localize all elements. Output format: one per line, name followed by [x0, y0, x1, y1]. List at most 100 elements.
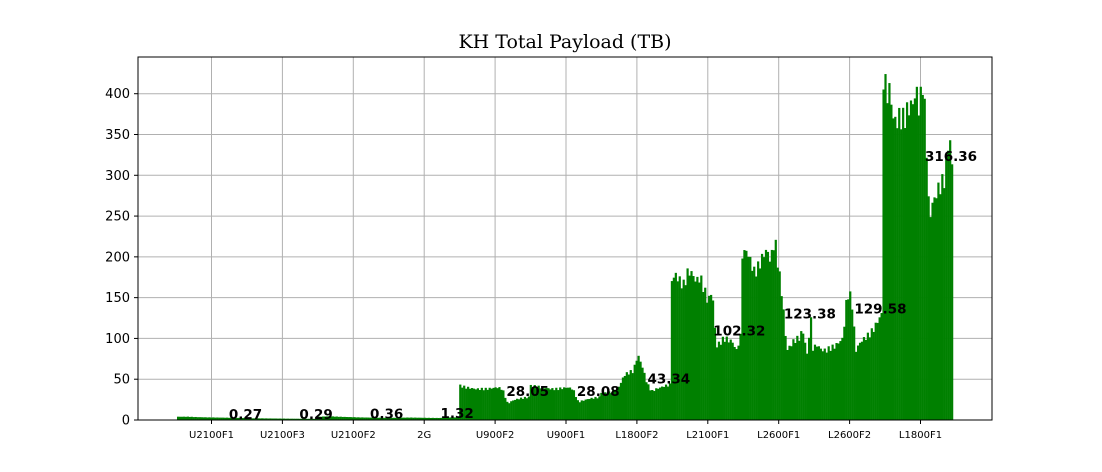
bar — [664, 384, 668, 420]
bar — [856, 345, 860, 420]
bar — [637, 355, 640, 420]
bar — [555, 387, 558, 420]
bar — [615, 387, 619, 420]
bar — [506, 401, 509, 420]
bar — [576, 400, 579, 420]
bar — [659, 387, 662, 420]
y-tick-label: 250 — [105, 210, 130, 225]
bar — [333, 416, 336, 420]
bar — [711, 300, 715, 420]
bar — [749, 256, 752, 420]
bar — [639, 361, 642, 420]
x-tick-label: U2100F1 — [189, 430, 234, 441]
bar — [559, 387, 562, 420]
bar — [594, 396, 597, 420]
bar — [243, 417, 246, 420]
x-tick-label: L1800F1 — [899, 430, 942, 441]
bar — [231, 417, 235, 420]
bar — [710, 294, 713, 420]
bar — [504, 397, 507, 420]
bar — [841, 337, 844, 420]
bar — [811, 350, 815, 420]
bar — [529, 384, 532, 420]
bar — [480, 387, 483, 420]
bar — [839, 341, 842, 420]
bar — [196, 417, 199, 420]
bar — [390, 417, 393, 420]
bar — [949, 140, 952, 421]
bar — [602, 393, 605, 420]
bar — [394, 417, 397, 420]
data-label: 1.32 — [441, 406, 474, 422]
bar — [886, 103, 889, 420]
bar — [465, 388, 468, 420]
bar — [227, 417, 231, 420]
bar — [374, 417, 378, 420]
bar — [762, 257, 766, 420]
bar — [378, 417, 382, 420]
bar — [690, 271, 693, 420]
bar — [721, 336, 724, 420]
bar — [802, 333, 805, 420]
bar — [774, 239, 777, 420]
bar — [735, 349, 738, 420]
bar — [527, 396, 530, 420]
bar — [419, 417, 423, 420]
bar — [829, 350, 832, 420]
bar — [565, 387, 568, 420]
bar — [608, 391, 611, 420]
bar — [537, 385, 540, 420]
bar — [757, 261, 760, 420]
data-label: 0.27 — [229, 407, 262, 423]
bar — [200, 417, 203, 420]
bar — [596, 398, 599, 420]
bar — [864, 339, 868, 420]
bar — [935, 198, 938, 420]
bar — [670, 281, 674, 420]
bar — [531, 387, 534, 420]
bar — [621, 377, 625, 420]
bar — [574, 397, 578, 420]
bar — [764, 249, 768, 420]
bar — [194, 416, 197, 420]
bar — [704, 287, 707, 420]
x-tick-label: 2G — [417, 430, 431, 441]
bar — [335, 416, 338, 420]
bar — [343, 416, 346, 420]
bar — [402, 417, 405, 420]
bar — [933, 197, 936, 420]
bar — [457, 417, 460, 420]
bar — [874, 322, 877, 420]
bar — [776, 267, 779, 420]
bar — [819, 348, 822, 420]
bar — [273, 418, 276, 420]
bar — [416, 417, 419, 420]
bar — [606, 393, 609, 420]
bar — [858, 342, 862, 420]
bar — [698, 282, 701, 420]
y-tick-label: 50 — [113, 373, 130, 388]
bar — [884, 74, 887, 421]
bar — [619, 382, 623, 420]
bar — [825, 352, 828, 420]
bar — [488, 387, 491, 420]
bar — [760, 253, 764, 420]
bar — [551, 388, 554, 420]
bar — [804, 342, 807, 420]
bar — [913, 98, 917, 420]
bar — [510, 401, 513, 420]
bar — [770, 249, 773, 420]
bar — [251, 418, 254, 420]
bar — [386, 417, 389, 420]
bar — [265, 418, 268, 420]
bar — [218, 417, 221, 420]
bar — [535, 387, 538, 420]
bar — [553, 390, 556, 420]
bar — [271, 418, 274, 420]
bar — [441, 417, 444, 420]
bar — [951, 164, 954, 420]
bar — [533, 385, 536, 420]
data-label: 0.29 — [299, 407, 332, 423]
bar — [727, 342, 730, 420]
